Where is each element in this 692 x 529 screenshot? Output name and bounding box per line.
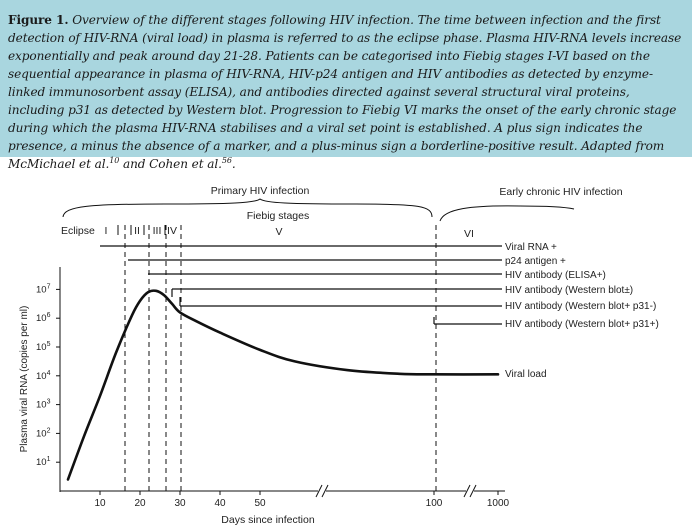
y-tick-label: 103 <box>36 399 51 411</box>
marker-label-western-blot-borderline: HIV antibody (Western blot±) <box>505 285 633 296</box>
marker-label-western-blot-p31-neg: HIV antibody (Western blot+ p31-) <box>505 301 656 312</box>
stage-vi-label: VI <box>464 228 474 240</box>
stage-iv-label: IV <box>167 225 177 237</box>
hiv-stages-figure: Primary HIV infection Early chronic HIV … <box>19 185 659 526</box>
x-axis-label: Days since infection <box>221 514 315 526</box>
stage-dividers <box>117 225 166 235</box>
caption-and-text: and Cohen et al. <box>119 157 222 171</box>
period-chronic-label: Early chronic HIV infection <box>499 186 622 198</box>
caption-text: Overview of the different stages followi… <box>8 13 682 171</box>
y-tick-label: 107 <box>36 283 51 295</box>
y-tick-label: 106 <box>36 312 51 324</box>
marker-label-elisa: HIV antibody (ELISA+) <box>505 270 606 281</box>
primary-brace <box>62 198 433 218</box>
marker-label-viral-rna: Viral RNA + <box>505 242 557 253</box>
stage-eclipse-label: Eclipse <box>61 225 95 237</box>
marker-label-p24: p24 antigen + <box>505 256 566 267</box>
stage-v-label: V <box>275 226 282 238</box>
x-ticks: 10 20 30 40 50 100 1000 <box>94 491 510 509</box>
figure-label: Figure 1. <box>8 13 69 27</box>
y-tick-label: 104 <box>36 370 51 382</box>
caption-ref-1: 10 <box>109 155 120 165</box>
figure-caption: Figure 1. Overview of the different stag… <box>0 0 692 171</box>
x-tick-label: 40 <box>214 498 226 509</box>
marker-label-western-blot-p31-pos: HIV antibody (Western blot+ p31+) <box>505 319 659 330</box>
y-tick-label: 101 <box>36 456 51 468</box>
chronic-brace <box>439 205 575 222</box>
x-tick-label: 100 <box>426 498 443 509</box>
x-tick-label: 20 <box>134 498 146 509</box>
y-ticks: 101 102 103 104 105 106 107 <box>36 283 60 468</box>
marker-lines <box>100 245 502 325</box>
x-tick-label: 10 <box>94 498 106 509</box>
x-tick-label: 1000 <box>487 498 510 509</box>
stage-i-label: I <box>105 225 108 237</box>
series-label-viral-load: Viral load <box>505 369 547 380</box>
x-axis-break-2 <box>463 484 477 498</box>
stage-ii-label: II <box>134 225 140 237</box>
x-axis-break-1 <box>315 484 329 498</box>
y-tick-label: 105 <box>36 341 51 353</box>
y-tick-label: 102 <box>36 427 51 439</box>
caption-ref-2: 56 <box>221 155 232 165</box>
stage-iii-label: III <box>153 225 162 237</box>
fiebig-title: Fiebig stages <box>247 210 309 222</box>
x-tick-label: 30 <box>174 498 186 509</box>
period-primary-label: Primary HIV infection <box>211 185 310 197</box>
x-tick-label: 50 <box>254 498 266 509</box>
y-axis-label: Plasma viral RNA (copies per ml) <box>19 306 30 453</box>
viral-load-curve <box>66 289 500 481</box>
